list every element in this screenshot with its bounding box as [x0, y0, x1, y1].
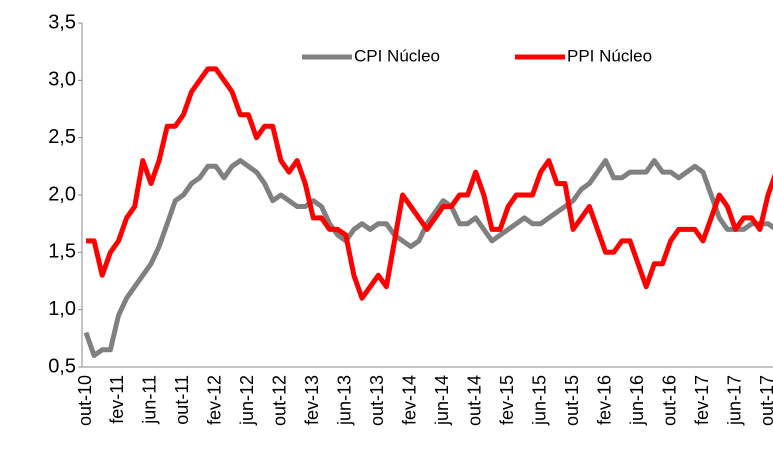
x-tick-label: fev-17: [692, 375, 712, 425]
legend-label: CPI Núcleo: [354, 46, 440, 65]
y-tick-label: 3,5: [48, 11, 76, 33]
series-line: [83, 158, 773, 358]
x-tick-label: jun-11: [140, 375, 160, 425]
x-tick-label: out-15: [562, 375, 582, 426]
y-tick-label: 2,0: [48, 183, 76, 205]
x-tick-label: jun-13: [335, 375, 355, 426]
legend-label: PPI Núcleo: [567, 46, 652, 65]
x-tick-label: fev-16: [594, 375, 614, 425]
y-tick-label: 0,5: [48, 355, 76, 377]
x-tick-label: out-11: [172, 375, 192, 425]
x-tick-label: out-17: [757, 375, 773, 426]
x-tick-label: fev-14: [400, 375, 420, 425]
x-tick-label: out-12: [270, 375, 290, 426]
x-tick-label: jun-12: [237, 375, 257, 426]
x-tick-label: jun-15: [529, 375, 549, 426]
x-tick-label: out-13: [367, 375, 387, 426]
x-tick-label: jun-14: [432, 375, 452, 426]
x-tick-label: out-10: [75, 375, 95, 426]
x-tick-label: jun-17: [724, 375, 744, 426]
x-tick-label: out-14: [464, 375, 484, 426]
y-tick-label: 1,0: [48, 298, 76, 320]
x-tick-label: fev-15: [497, 375, 517, 425]
x-tick-label: fev-13: [302, 375, 322, 425]
x-tick-label: fev-11: [107, 375, 127, 424]
y-tick-label: 3,0: [48, 69, 76, 91]
x-tick-label: out-16: [659, 375, 679, 426]
x-tick-label: fev-12: [205, 375, 225, 425]
y-tick-label: 2,5: [48, 126, 76, 148]
x-tick-label: jun-16: [627, 375, 647, 426]
y-tick-label: 1,5: [48, 241, 76, 263]
series-line: [86, 66, 773, 301]
